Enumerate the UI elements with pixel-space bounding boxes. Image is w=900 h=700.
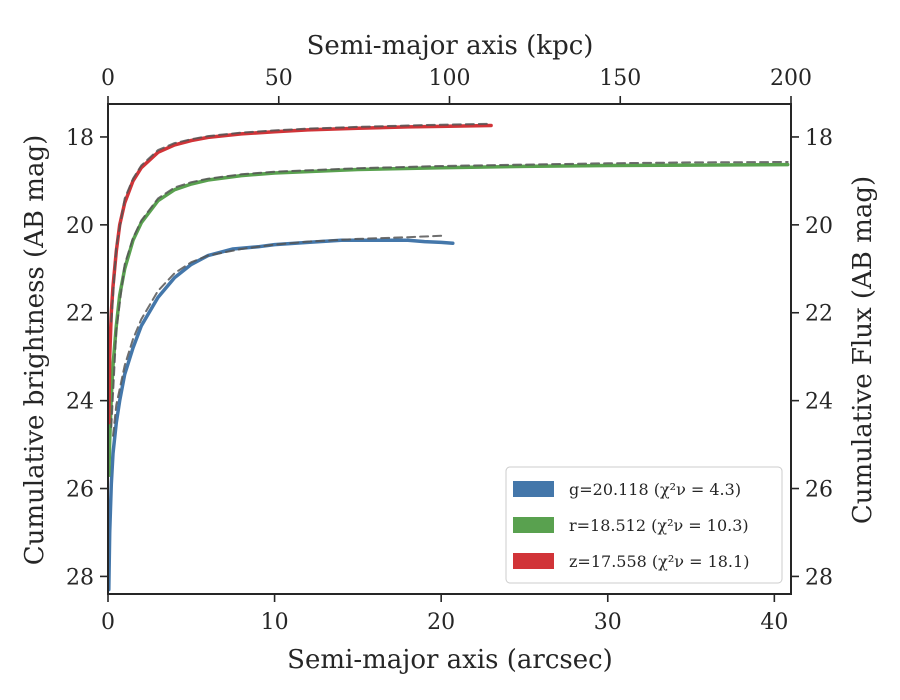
series-line-g-model (112, 234, 443, 437)
legend-swatch-r (513, 517, 554, 533)
x-tick-label: 30 (594, 610, 622, 635)
y-tick-label-right: 18 (805, 126, 833, 151)
y-tick-label-left: 22 (66, 302, 94, 327)
top-x-tick-label: 100 (429, 66, 471, 91)
y-tick-label-left: 28 (66, 565, 94, 590)
x-tick-label: 40 (760, 610, 788, 635)
y-tick-label-right: 22 (805, 302, 833, 327)
y-tick-label-right: 28 (805, 565, 833, 590)
legend-box (505, 466, 783, 584)
top-x-tick-label: 0 (101, 66, 115, 91)
legend-label-g: g=20.118 (χ²ν = 4.3) (569, 480, 741, 499)
top-x-tick-label: 150 (599, 66, 641, 91)
x-tick-label: 10 (261, 610, 289, 635)
x-axis-title-bottom: Semi-major axis (arcsec) (287, 645, 613, 675)
series-line-r-model (110, 161, 789, 428)
y-axis-title-left: Cumulative brightness (AB mag) (20, 135, 50, 566)
y-tick-label-left: 18 (66, 126, 94, 151)
legend-swatch-z (513, 553, 554, 569)
legend-swatch-g (513, 481, 554, 497)
y-tick-label-left: 26 (66, 478, 94, 503)
x-axis-title-top: Semi-major axis (kpc) (307, 31, 594, 61)
y-tick-label-left: 24 (66, 390, 94, 415)
series-line-z-model (110, 122, 493, 323)
legend-label-z: z=17.558 (χ²ν = 18.1) (569, 552, 749, 571)
series-line-r (107, 162, 790, 478)
y-axis-title-right: Cumulative Flux (AB mag) (848, 176, 878, 524)
top-x-tick-label: 50 (265, 66, 293, 91)
y-tick-label-right: 26 (805, 478, 833, 503)
series-layer (107, 122, 790, 592)
legend-entries: g=20.118 (χ²ν = 4.3) r=18.512 (χ²ν = 10.3… (513, 480, 749, 571)
ticks-layer: 0 10 20 30 40 0 50 100 150 200 18 18 20 20 22 22 24 24 26 2… (66, 66, 833, 635)
x-tick-label: 20 (427, 610, 455, 635)
series-line-g (107, 238, 455, 592)
top-x-tick-label: 200 (770, 66, 812, 91)
y-tick-label-right: 20 (805, 214, 833, 239)
y-tick-label-right: 24 (805, 390, 833, 415)
x-tick-label: 0 (101, 610, 115, 635)
legend-label-r: r=18.512 (χ²ν = 10.3) (569, 516, 749, 535)
legend: g=20.118 (χ²ν = 4.3) r=18.512 (χ²ν = 10.3… (505, 466, 783, 584)
y-tick-label-left: 20 (66, 214, 94, 239)
